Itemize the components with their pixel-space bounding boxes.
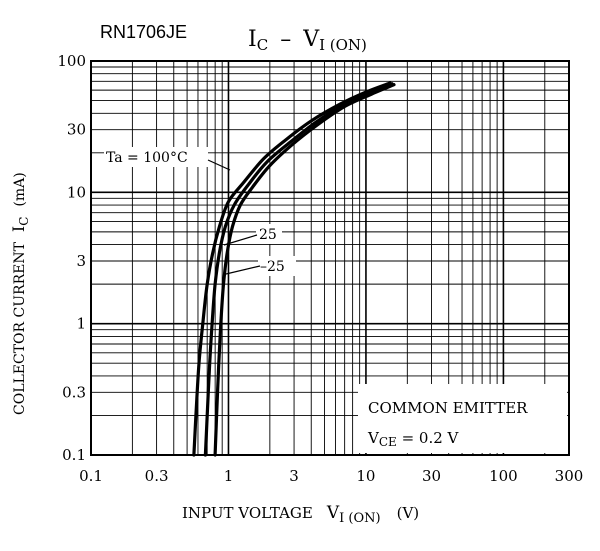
part-number: RN1706JE xyxy=(100,22,187,42)
series-label-bg-m25 xyxy=(258,256,296,276)
x-axis-symbol-sub: I (ON) xyxy=(339,511,380,526)
title-sep: – xyxy=(280,27,291,52)
x-tick-labels: 0.1 0.3 1 3 10 30 100 300 xyxy=(79,467,583,485)
series-leader-m25 xyxy=(225,265,261,275)
y-tick-label: 3 xyxy=(76,252,86,270)
chart-title: IC – VI (ON) xyxy=(248,27,367,54)
x-axis-unit: (V) xyxy=(397,504,420,522)
series-leader-25 xyxy=(223,234,258,246)
annotation-sub: CE xyxy=(379,435,397,449)
annotation-symbol: V xyxy=(367,429,380,447)
x-axis-label: INPUT VOLTAGE VI (ON) (V) xyxy=(182,503,419,526)
annotation-bg xyxy=(358,384,567,453)
x-tick-label: 0.1 xyxy=(79,467,103,485)
x-tick-label: 300 xyxy=(555,467,584,485)
series-label-bg-100 xyxy=(104,147,208,167)
series-label-100: Ta = 100°C xyxy=(106,150,188,166)
annotation-rest: = 0.2 V xyxy=(397,429,460,447)
title-right-sub: I (ON) xyxy=(319,36,367,54)
x-tick-label: 1 xyxy=(224,467,234,485)
series-line-ta-100 xyxy=(192,81,392,457)
series-label-m25: –25 xyxy=(260,259,285,275)
title-main-sub: C xyxy=(257,36,268,54)
y-tick-label: 0.3 xyxy=(62,383,86,401)
annotation-line1: COMMON EMITTER xyxy=(368,399,528,417)
annotation-line2: VCE = 0.2 V xyxy=(367,429,460,449)
y-axis-label: COLLECTOR CURRENT IC (mA) xyxy=(9,172,31,415)
x-tick-label: 30 xyxy=(422,467,441,485)
series-label-25: 25 xyxy=(259,227,277,243)
x-tick-label: 3 xyxy=(289,467,299,485)
y-tick-label: 1 xyxy=(76,315,86,333)
y-axis-symbol: I xyxy=(9,226,28,232)
series-labels: Ta = 100°C 25 –25 xyxy=(104,147,296,276)
x-tick-label: 100 xyxy=(489,467,518,485)
plot-frame xyxy=(90,60,570,456)
title-right: V xyxy=(302,27,320,52)
y-axis-symbol-sub: C xyxy=(17,217,31,226)
y-tick-label: 0.1 xyxy=(62,446,86,464)
title-main: I xyxy=(248,27,257,52)
annotation-box: COMMON EMITTER VCE = 0.2 V xyxy=(358,384,567,453)
x-axis-label-text: INPUT VOLTAGE xyxy=(182,504,313,522)
y-axis-unit: (mA) xyxy=(12,172,28,206)
x-tick-label: 0.3 xyxy=(145,467,169,485)
series-label-bg-25 xyxy=(256,224,282,244)
y-tick-label: 100 xyxy=(57,52,86,70)
series-line-ta-25 xyxy=(203,82,394,457)
y-tick-label: 10 xyxy=(67,183,86,201)
series-line-ta-minus-25 xyxy=(213,83,396,457)
series-layer xyxy=(192,81,396,457)
y-tick-labels: 0.1 0.3 1 3 10 30 100 xyxy=(57,52,86,464)
y-axis-label-text: COLLECTOR CURRENT xyxy=(12,241,28,415)
y-tick-label: 30 xyxy=(67,121,86,139)
x-axis-symbol: V xyxy=(326,503,340,523)
series-leader-100 xyxy=(207,159,231,171)
x-tick-label: 10 xyxy=(356,467,375,485)
